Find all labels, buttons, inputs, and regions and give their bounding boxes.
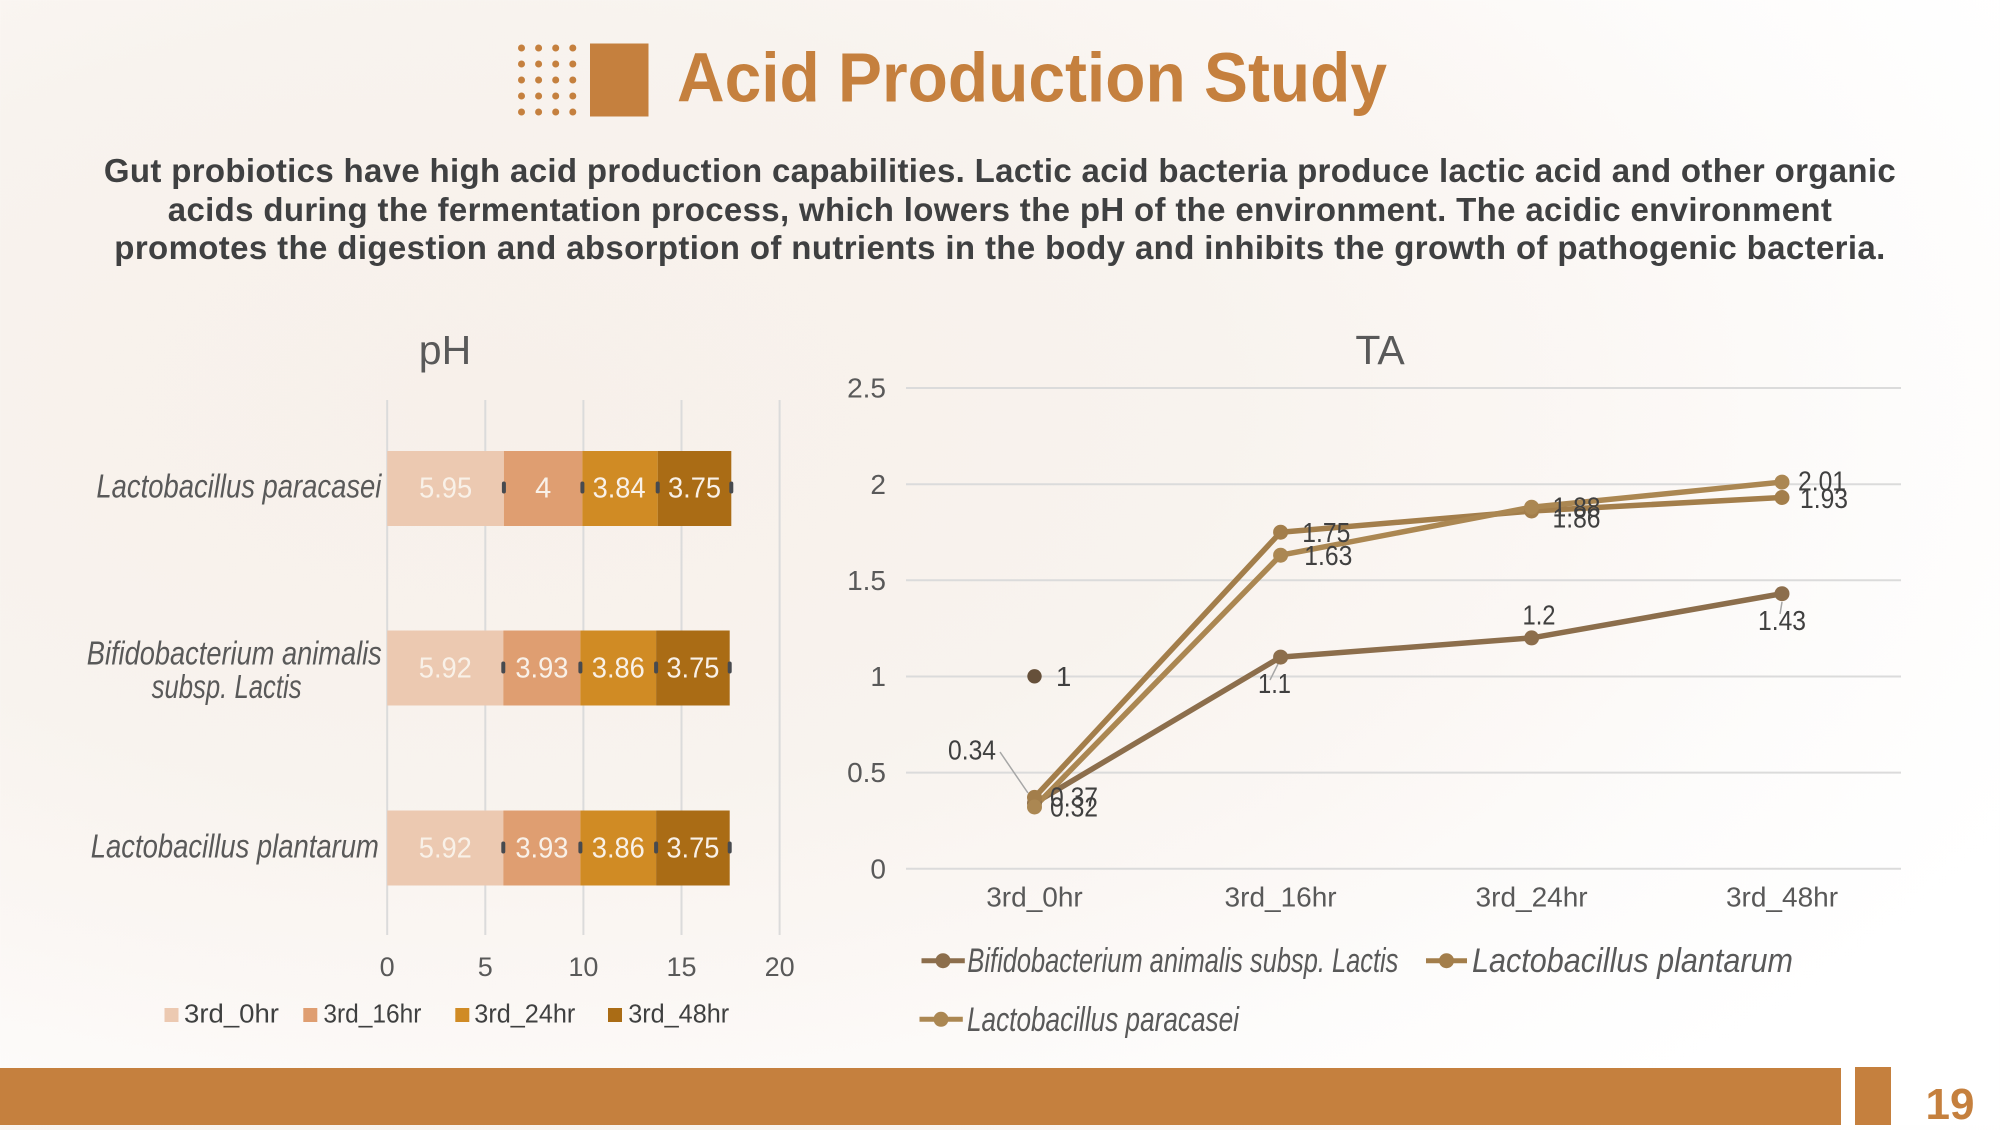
svg-text:1.5: 1.5 <box>847 565 886 596</box>
svg-text:20: 20 <box>765 952 795 982</box>
svg-text:3rd_48hr: 3rd_48hr <box>628 1001 729 1029</box>
svg-text:3.86: 3.86 <box>592 833 645 865</box>
svg-text:3.86: 3.86 <box>592 653 645 685</box>
svg-text:1.63: 1.63 <box>1304 540 1352 571</box>
svg-text:5.95: 5.95 <box>419 473 472 505</box>
svg-text:5.92: 5.92 <box>419 653 472 685</box>
svg-text:2: 2 <box>870 469 886 500</box>
svg-text:Acid Production Study: Acid Production Study <box>677 39 1387 117</box>
svg-text:Bifidobacterium animalis subsp: Bifidobacterium animalis subsp. Lactis <box>967 942 1398 980</box>
svg-text:15: 15 <box>666 952 696 982</box>
svg-text:0.34: 0.34 <box>948 735 996 766</box>
svg-text:3rd_0hr: 3rd_0hr <box>986 882 1083 913</box>
svg-text:2.5: 2.5 <box>847 373 886 404</box>
svg-text:5.92: 5.92 <box>419 833 472 865</box>
svg-text:3.93: 3.93 <box>515 653 568 685</box>
svg-text:0.5: 0.5 <box>847 757 886 788</box>
svg-text:1.86: 1.86 <box>1553 503 1601 534</box>
svg-text:3.84: 3.84 <box>593 473 646 505</box>
svg-text:Lactobacillus paracasei: Lactobacillus paracasei <box>96 469 382 506</box>
svg-text:5: 5 <box>478 952 493 982</box>
svg-text:pH: pH <box>419 327 471 373</box>
svg-text:Bifidobacterium animalis: Bifidobacterium animalis <box>87 635 382 672</box>
svg-text:1.1: 1.1 <box>1258 668 1291 699</box>
svg-text:1.93: 1.93 <box>1800 483 1848 514</box>
svg-text:3rd_24hr: 3rd_24hr <box>474 1001 575 1029</box>
svg-text:1.88: 1.88 <box>1553 492 1601 523</box>
svg-text:Lactobacillus plantarum: Lactobacillus plantarum <box>1472 942 1793 980</box>
svg-text:2.01: 2.01 <box>1798 466 1846 497</box>
svg-text:Lactobacillus paracasei: Lactobacillus paracasei <box>967 1001 1240 1039</box>
svg-text:3rd_24hr: 3rd_24hr <box>1476 882 1588 913</box>
svg-text:1.75: 1.75 <box>1302 517 1350 548</box>
svg-text:TA: TA <box>1355 327 1405 373</box>
svg-text:3rd_16hr: 3rd_16hr <box>1225 882 1337 913</box>
svg-text:3rd_0hr: 3rd_0hr <box>184 1001 280 1029</box>
svg-text:3.75: 3.75 <box>666 653 719 685</box>
svg-text:subsp. Lactis: subsp. Lactis <box>152 669 302 706</box>
svg-text:0: 0 <box>870 853 886 884</box>
svg-text:1: 1 <box>870 661 886 692</box>
svg-text:3.75: 3.75 <box>666 833 719 865</box>
svg-text:3.93: 3.93 <box>515 833 568 865</box>
svg-text:1.2: 1.2 <box>1523 600 1556 631</box>
svg-text:4: 4 <box>535 473 551 505</box>
svg-text:Lactobacillus plantarum: Lactobacillus plantarum <box>91 829 379 866</box>
svg-text:3rd_48hr: 3rd_48hr <box>1726 882 1838 913</box>
svg-text:0: 0 <box>380 952 395 982</box>
svg-text:3rd_16hr: 3rd_16hr <box>323 1001 421 1029</box>
svg-text:1.43: 1.43 <box>1758 605 1806 636</box>
svg-text:1: 1 <box>1056 661 1071 692</box>
svg-text:10: 10 <box>568 952 598 982</box>
svg-text:0.32: 0.32 <box>1050 792 1098 823</box>
svg-text:3.75: 3.75 <box>668 473 721 505</box>
svg-text:0.37: 0.37 <box>1050 782 1098 813</box>
